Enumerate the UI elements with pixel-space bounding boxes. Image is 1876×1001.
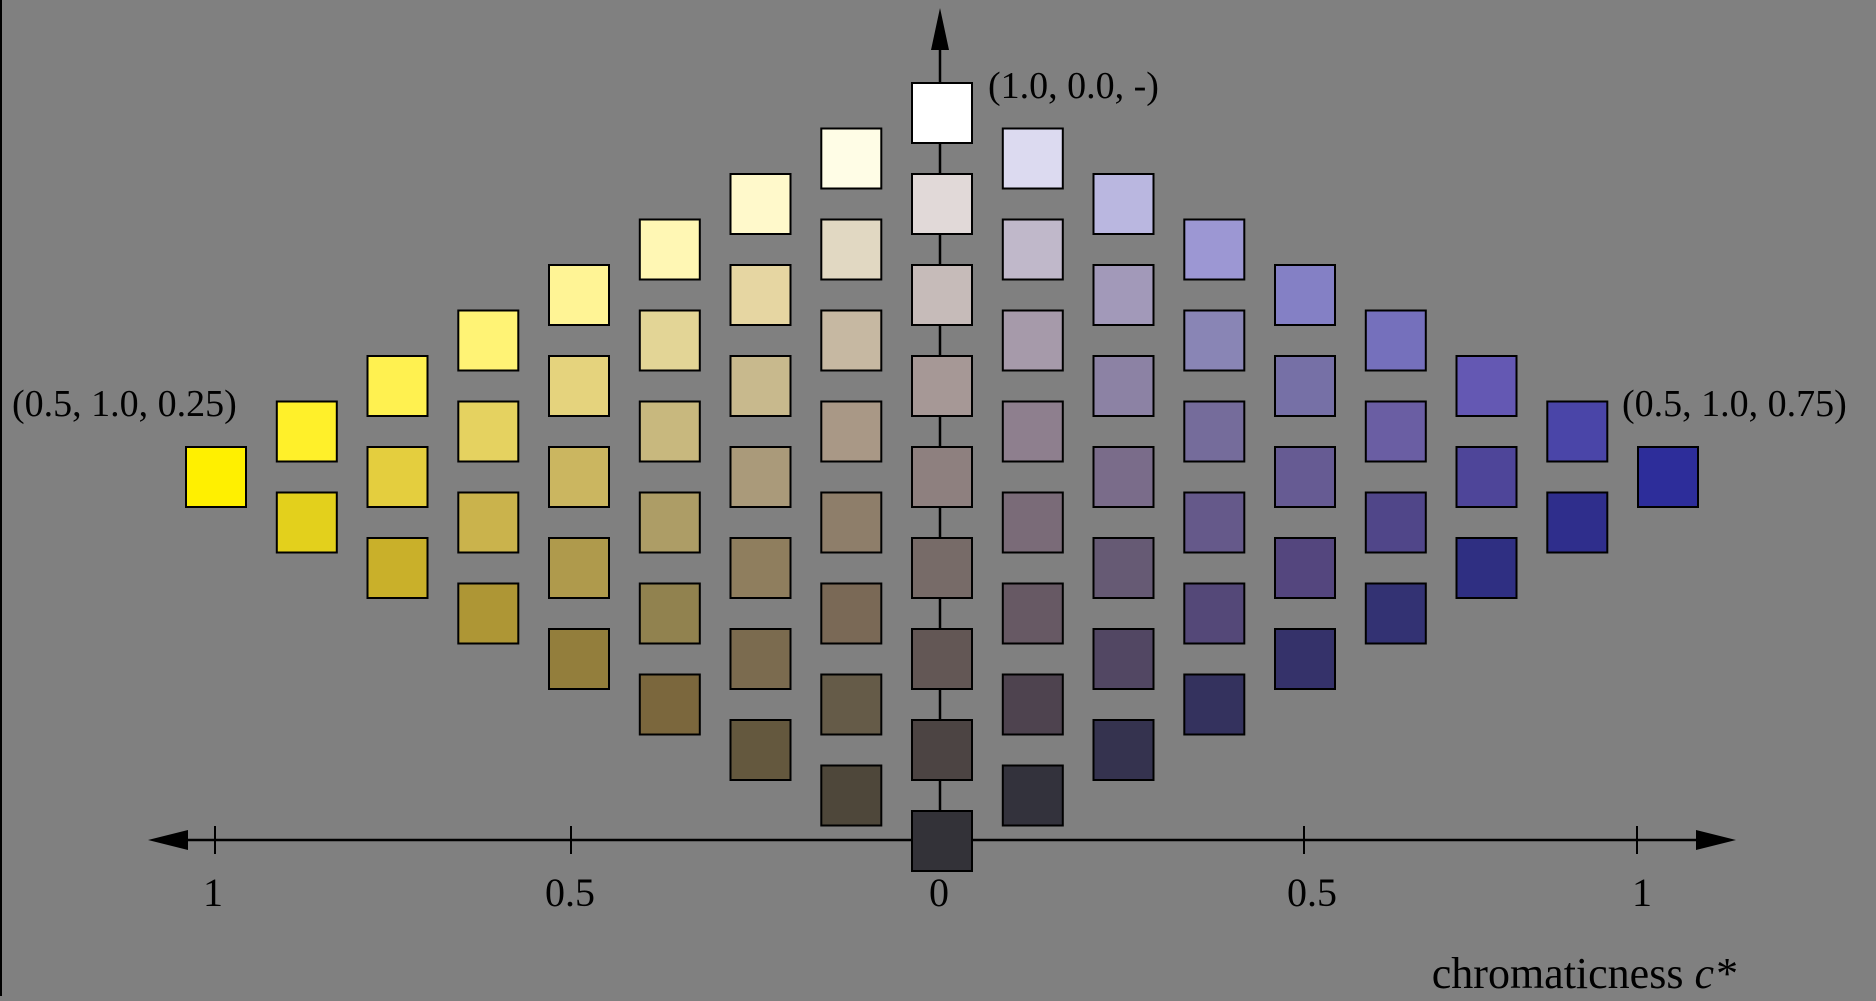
color-swatch-blue-c13-r0 [1364, 309, 1427, 372]
color-swatch-yellow-c5-r3 [638, 491, 701, 554]
color-swatch-center-c8-r8 [911, 810, 973, 872]
color-swatch-blue-c15-r1 [1546, 491, 1609, 554]
color-swatch-yellow-c2-r0 [366, 355, 429, 417]
color-swatch-yellow-c6-r5 [729, 628, 792, 690]
color-swatch-blue-c11-r0 [1183, 218, 1246, 281]
color-swatch-blue-c11-r2 [1183, 400, 1246, 463]
color-swatch-center-c8-r5 [911, 537, 973, 599]
color-swatch-yellow-c5-r5 [638, 673, 701, 736]
color-swatch-yellow-c6-r1 [729, 264, 792, 326]
color-swatch-blue-c9-r5 [1001, 582, 1064, 645]
vertical-axis-arrow-icon [931, 8, 949, 50]
color-swatch-yellow-c6-r6 [729, 719, 792, 781]
color-swatch-yellow-c0-r0 [185, 446, 247, 508]
color-swatch-blue-c13-r3 [1364, 582, 1427, 645]
color-swatch-blue-c13-r1 [1364, 400, 1427, 463]
color-swatch-yellow-c5-r0 [638, 218, 701, 281]
color-swatch-center-c8-r7 [911, 719, 973, 781]
color-swatch-blue-c12-r0 [1274, 264, 1336, 326]
yellow-point-label: (0.5, 1.0, 0.25) [12, 383, 237, 425]
color-swatch-yellow-c2-r1 [366, 446, 429, 508]
color-swatch-yellow-c4-r3 [548, 537, 610, 599]
tick-label-left-mid: 0.5 [545, 870, 595, 915]
color-swatch-blue-c9-r1 [1001, 218, 1064, 281]
color-swatch-blue-c10-r0 [1092, 173, 1155, 235]
color-swatch-blue-c10-r4 [1092, 537, 1155, 599]
color-swatch-yellow-c1-r0 [275, 400, 338, 463]
color-swatch-center-c8-r1 [911, 173, 973, 235]
color-swatch-blue-c12-r4 [1274, 628, 1336, 690]
tick-label-right-outer: 1 [1632, 870, 1652, 915]
color-swatch-yellow-c6-r4 [729, 537, 792, 599]
color-swatch-blue-c9-r7 [1001, 764, 1064, 827]
color-swatch-center-c8-r4 [911, 446, 973, 508]
color-swatch-yellow-c3-r0 [457, 309, 520, 372]
blue-point-label: (0.5, 1.0, 0.75) [1622, 383, 1847, 425]
color-swatch-blue-c9-r3 [1001, 400, 1064, 463]
white-point-label: (1.0, 0.0, -) [988, 65, 1159, 107]
color-swatch-blue-c9-r0 [1001, 127, 1064, 190]
color-swatch-blue-c14-r2 [1455, 537, 1518, 599]
color-swatch-blue-c12-r2 [1274, 446, 1336, 508]
color-swatch-blue-c13-r2 [1364, 491, 1427, 554]
color-swatch-blue-c11-r3 [1183, 491, 1246, 554]
color-swatch-yellow-c4-r4 [548, 628, 610, 690]
color-swatch-yellow-c7-r4 [820, 491, 883, 554]
color-swatch-yellow-c3-r2 [457, 491, 520, 554]
color-swatch-blue-c14-r1 [1455, 446, 1518, 508]
color-swatch-yellow-c1-r1 [275, 491, 338, 554]
color-swatch-blue-c10-r1 [1092, 264, 1155, 326]
axis-title-variable: c* [1694, 949, 1736, 996]
color-swatch-blue-c11-r1 [1183, 309, 1246, 372]
color-swatch-blue-c12-r1 [1274, 355, 1336, 417]
color-swatch-blue-c12-r3 [1274, 537, 1336, 599]
color-swatch-yellow-c7-r7 [820, 764, 883, 827]
color-swatch-yellow-c5-r4 [638, 582, 701, 645]
color-swatch-yellow-c7-r0 [820, 127, 883, 190]
color-swatch-yellow-c3-r3 [457, 582, 520, 645]
color-swatch-blue-c11-r5 [1183, 673, 1246, 736]
axis-title: chromaticness c* [1432, 949, 1736, 996]
color-swatch-yellow-c7-r5 [820, 582, 883, 645]
color-swatch-yellow-c7-r2 [820, 309, 883, 372]
color-swatch-blue-c9-r4 [1001, 491, 1064, 554]
color-swatch-blue-c9-r6 [1001, 673, 1064, 736]
color-swatch-yellow-c7-r3 [820, 400, 883, 463]
color-swatch-blue-c9-r2 [1001, 309, 1064, 372]
color-swatch-blue-c10-r5 [1092, 628, 1155, 690]
color-swatch-center-c8-r2 [911, 264, 973, 326]
color-swatch-yellow-c2-r2 [366, 537, 429, 599]
color-swatch-yellow-c4-r1 [548, 355, 610, 417]
color-swatch-center-c8-r6 [911, 628, 973, 690]
axis-title-text: chromaticness [1432, 949, 1695, 996]
tick-label-left-outer: 1 [203, 870, 223, 915]
color-swatch-blue-c15-r0 [1546, 400, 1609, 463]
color-swatch-blue-c16-r0 [1637, 446, 1699, 508]
color-swatch-center-c8-r0 [911, 82, 973, 144]
color-swatch-yellow-c7-r1 [820, 218, 883, 281]
horizontal-axis-left-arrow-icon [148, 830, 188, 850]
color-swatch-blue-c10-r6 [1092, 719, 1155, 781]
color-swatch-grid [185, 82, 1699, 872]
color-swatch-yellow-c4-r2 [548, 446, 610, 508]
color-swatch-blue-c11-r4 [1183, 582, 1246, 645]
color-swatch-yellow-c6-r0 [729, 173, 792, 235]
color-swatch-yellow-c7-r6 [820, 673, 883, 736]
color-swatch-yellow-c3-r1 [457, 400, 520, 463]
color-swatch-blue-c10-r3 [1092, 446, 1155, 508]
tick-label-center: 0 [929, 870, 949, 915]
color-swatch-yellow-c6-r3 [729, 446, 792, 508]
color-swatch-yellow-c5-r2 [638, 400, 701, 463]
color-swatch-blue-c10-r2 [1092, 355, 1155, 417]
color-swatch-center-c8-r3 [911, 355, 973, 417]
horizontal-axis-right-arrow-icon [1696, 830, 1736, 850]
color-swatch-yellow-c4-r0 [548, 264, 610, 326]
tick-label-right-mid: 0.5 [1287, 870, 1337, 915]
color-swatch-yellow-c6-r2 [729, 355, 792, 417]
color-swatch-yellow-c5-r1 [638, 309, 701, 372]
color-swatch-blue-c14-r0 [1455, 355, 1518, 417]
